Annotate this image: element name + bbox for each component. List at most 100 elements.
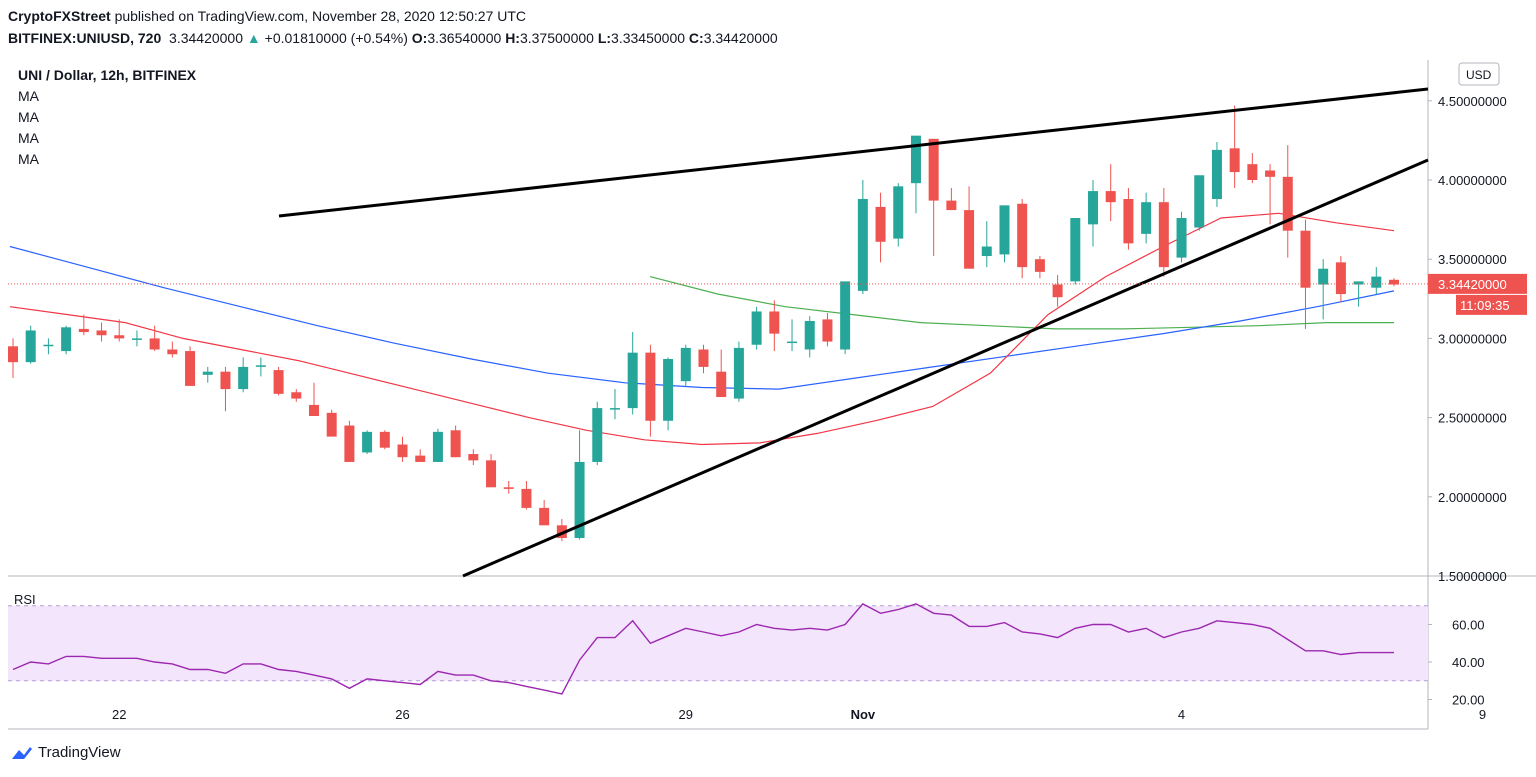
- brand-name: TradingView: [38, 744, 121, 761]
- candle-body: [415, 455, 426, 462]
- symbol-label: BITFINEX:UNIUSD, 720: [8, 30, 162, 46]
- candle-body: [131, 338, 142, 340]
- candle-body: [362, 431, 373, 453]
- candle-body: [1389, 279, 1399, 285]
- candle-body: [609, 408, 620, 410]
- candle-body: [999, 205, 1010, 255]
- candle-body: [468, 454, 479, 461]
- candle-body: [733, 347, 744, 399]
- price-tick-label: 3.00000000: [1438, 331, 1507, 346]
- candle-body: [1371, 276, 1382, 288]
- candle-body: [928, 138, 939, 201]
- candle-body: [1088, 191, 1099, 225]
- candle-body: [450, 430, 461, 458]
- tradingview-icon: [12, 746, 32, 759]
- candle-body: [698, 349, 709, 367]
- currency-box: [1458, 62, 1500, 86]
- countdown-tag: [1456, 294, 1527, 315]
- price-tick-label: 4.00000000: [1438, 173, 1507, 188]
- current-price-tag: [1428, 273, 1527, 294]
- candle-body: [751, 311, 762, 345]
- rsi-label: RSI: [14, 592, 36, 607]
- candle-body: [1158, 202, 1169, 268]
- candle-body: [149, 338, 160, 350]
- candle-body: [645, 352, 656, 421]
- candle-body: [486, 460, 497, 488]
- candle-body: [503, 487, 514, 489]
- time-tick-label: 29: [679, 707, 693, 722]
- candle-body: [1194, 175, 1205, 228]
- candle-body: [521, 488, 532, 508]
- candle-body: [344, 425, 355, 462]
- candle-body: [1318, 268, 1329, 285]
- candle-body: [680, 347, 691, 382]
- price-change: +0.01810000 (+0.54%): [264, 30, 408, 46]
- rsi-line: [12, 603, 1394, 695]
- candle-body: [167, 349, 178, 355]
- candle-body: [964, 210, 975, 269]
- price-tick-label: 4.50000000: [1438, 94, 1507, 109]
- candle-body: [238, 366, 249, 390]
- candle-body: [1052, 284, 1063, 298]
- candle-body: [857, 199, 868, 291]
- candle-body: [255, 365, 266, 367]
- low-label: L:: [597, 30, 612, 46]
- candle-body: [114, 335, 125, 339]
- candle-body: [627, 352, 638, 409]
- open-label: O:: [411, 30, 428, 46]
- chart-title: UNI / Dollar, 12h, BITFINEX: [18, 67, 197, 83]
- candle-body: [981, 246, 992, 257]
- currency-label: USD: [1466, 68, 1492, 82]
- candle-body: [1105, 191, 1116, 203]
- candle-body: [787, 341, 798, 344]
- candle-body: [556, 525, 567, 538]
- high-value: 3.37500000: [519, 30, 594, 46]
- candle-body: [1300, 230, 1311, 288]
- price-tick-label: 1.50000000: [1438, 569, 1507, 584]
- publish-line: CryptoFXStreet published on TradingView.…: [8, 8, 526, 24]
- candle-body: [308, 404, 319, 417]
- candle-body: [1353, 281, 1364, 285]
- upper-trendline: [278, 87, 1429, 218]
- ma-legend-item: MA: [18, 130, 40, 146]
- publish-info: published on TradingView.com, November 2…: [110, 8, 527, 24]
- candle-body: [804, 320, 815, 350]
- candle-body: [946, 200, 957, 211]
- time-tick-label: 26: [395, 707, 409, 722]
- rsi-band: [8, 605, 1428, 681]
- candle-body: [379, 431, 390, 448]
- ma-legend-item: MA: [18, 151, 40, 167]
- candle-body: [539, 507, 550, 526]
- candle-body: [1176, 218, 1187, 258]
- ma-legend-item: MA: [18, 109, 40, 125]
- ohlc-line: BITFINEX:UNIUSD, 720 3.34420000 ▲ +0.018…: [8, 30, 778, 46]
- candle-body: [840, 281, 851, 350]
- candle-body: [574, 461, 585, 538]
- tradingview-logo[interactable]: TradingView: [10, 744, 121, 761]
- rsi-tick-label: 40.00: [1452, 655, 1485, 670]
- candle-body: [893, 186, 904, 239]
- rsi-tick-label: 60.00: [1452, 618, 1485, 633]
- candle-body: [25, 330, 36, 363]
- open-value: 3.36540000: [427, 30, 502, 46]
- rsi-tick-label: 20.00: [1452, 693, 1485, 708]
- ma-blue-line: [9, 245, 1395, 390]
- candle-body: [1211, 149, 1222, 200]
- price-tick-label: 2.00000000: [1438, 490, 1507, 505]
- candle-body: [1070, 218, 1081, 282]
- candle-body: [1282, 176, 1293, 231]
- candle-body: [43, 344, 54, 347]
- candle-body: [822, 319, 833, 342]
- high-label: H:: [505, 30, 520, 46]
- low-value: 3.33450000: [611, 30, 686, 46]
- up-arrow-icon: ▲: [246, 30, 261, 46]
- time-tick-label: 4: [1178, 707, 1185, 722]
- ma-legend-item: MA: [18, 88, 40, 104]
- candle-body: [875, 206, 886, 242]
- candle-body: [1247, 164, 1258, 180]
- publisher-name[interactable]: CryptoFXStreet: [8, 8, 111, 24]
- candle-body: [1335, 262, 1346, 295]
- candle-body: [1034, 259, 1045, 272]
- candle-body: [716, 371, 727, 398]
